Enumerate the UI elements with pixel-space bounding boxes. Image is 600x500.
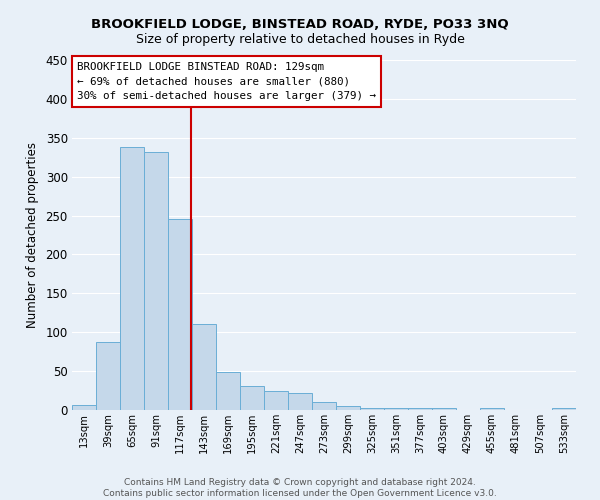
Bar xyxy=(240,386,264,410)
Y-axis label: Number of detached properties: Number of detached properties xyxy=(26,142,38,328)
Text: BROOKFIELD LODGE, BINSTEAD ROAD, RYDE, PO33 3NQ: BROOKFIELD LODGE, BINSTEAD ROAD, RYDE, P… xyxy=(91,18,509,30)
Bar xyxy=(144,152,168,410)
Bar xyxy=(384,408,408,410)
Bar xyxy=(552,408,576,410)
Bar xyxy=(96,342,120,410)
Bar xyxy=(120,147,144,410)
Bar xyxy=(72,406,96,410)
Bar xyxy=(480,408,504,410)
Bar xyxy=(432,408,456,410)
Bar xyxy=(408,408,432,410)
Bar xyxy=(360,408,384,410)
Bar xyxy=(312,402,336,410)
Text: Contains HM Land Registry data © Crown copyright and database right 2024.
Contai: Contains HM Land Registry data © Crown c… xyxy=(103,478,497,498)
Bar xyxy=(288,393,312,410)
Text: Size of property relative to detached houses in Ryde: Size of property relative to detached ho… xyxy=(136,32,464,46)
Bar xyxy=(264,390,288,410)
Bar xyxy=(168,220,192,410)
Bar xyxy=(216,372,240,410)
Bar xyxy=(192,324,216,410)
Bar xyxy=(336,406,360,410)
Text: BROOKFIELD LODGE BINSTEAD ROAD: 129sqm
← 69% of detached houses are smaller (880: BROOKFIELD LODGE BINSTEAD ROAD: 129sqm ←… xyxy=(77,62,376,102)
